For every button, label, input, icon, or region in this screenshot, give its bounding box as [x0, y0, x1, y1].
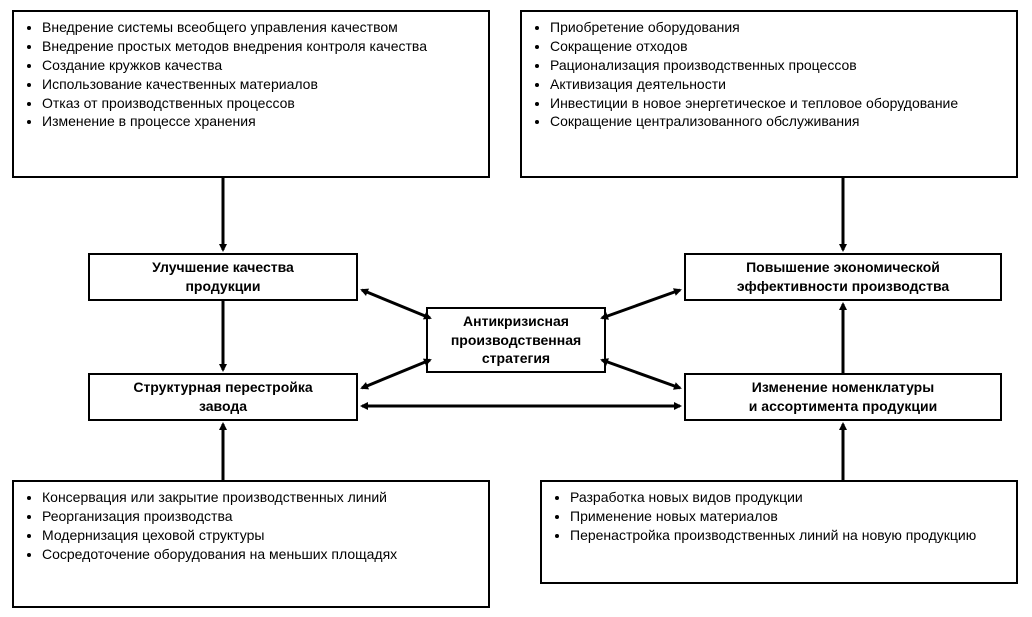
strategy-node-efficiency: Повышение экономическойэффективности про… — [684, 253, 1002, 301]
arrow-center-restructure — [362, 360, 430, 388]
arrow-center-efficiency — [602, 290, 680, 318]
detail-item: Внедрение простых методов внедрения конт… — [42, 37, 478, 56]
detail-item: Рационализация производственных процессо… — [550, 56, 1006, 75]
strategy-node-assortment: Изменение номенклатурыи ассортимента про… — [684, 373, 1002, 421]
detail-item: Внедрение системы всеобщего управления к… — [42, 18, 478, 37]
detail-item: Использование качественных материалов — [42, 75, 478, 94]
detail-item: Сокращение отходов — [550, 37, 1006, 56]
detail-item: Реорганизация производства — [42, 507, 478, 526]
strategy-node-restructure: Структурная перестройказавода — [88, 373, 358, 421]
detail-item: Сосредоточение оборудования на меньших п… — [42, 545, 478, 564]
detail-item: Применение новых материалов — [570, 507, 1006, 526]
detail-box-assortment: Разработка новых видов продукцииПрименен… — [540, 480, 1018, 584]
detail-item: Консервация или закрытие производственны… — [42, 488, 478, 507]
strategy-node-quality: Улучшение качествапродукции — [88, 253, 358, 301]
detail-item: Изменение в процессе хранения — [42, 112, 478, 131]
arrow-center-quality — [362, 290, 430, 318]
detail-item: Модернизация цеховой структуры — [42, 526, 478, 545]
detail-box-efficiency: Приобретение оборудованияСокращение отхо… — [520, 10, 1018, 178]
detail-item: Активизация деятельности — [550, 75, 1006, 94]
detail-item: Создание кружков качества — [42, 56, 478, 75]
detail-item: Приобретение оборудования — [550, 18, 1006, 37]
arrow-center-assortment — [602, 360, 680, 388]
detail-box-quality: Внедрение системы всеобщего управления к… — [12, 10, 490, 178]
center-node: Антикризиснаяпроизводственнаястратегия — [426, 307, 606, 373]
detail-item: Перенастройка производственных линий на … — [570, 526, 1006, 545]
detail-box-restructure: Консервация или закрытие производственны… — [12, 480, 490, 608]
detail-item: Отказ от производственных процессов — [42, 94, 478, 113]
detail-item: Инвестиции в новое энергетическое и тепл… — [550, 94, 1006, 113]
detail-item: Сокращение централизованного обслуживани… — [550, 112, 1006, 131]
detail-item: Разработка новых видов продукции — [570, 488, 1006, 507]
